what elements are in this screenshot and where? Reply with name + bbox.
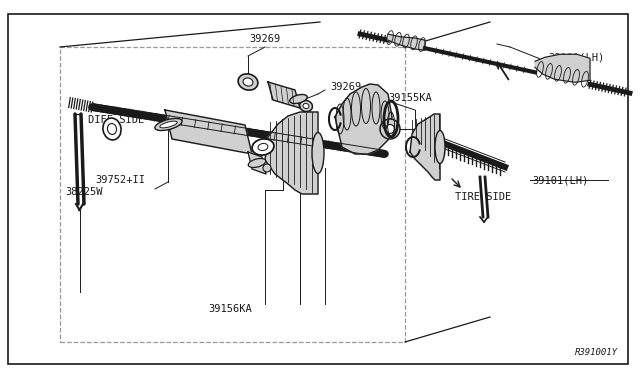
Ellipse shape [290,94,307,103]
Polygon shape [265,112,318,194]
Ellipse shape [238,74,258,90]
Polygon shape [268,82,300,108]
Ellipse shape [435,131,445,164]
Text: TIRE SIDE: TIRE SIDE [455,192,511,202]
Text: 39156KA: 39156KA [208,304,252,314]
Ellipse shape [103,118,121,140]
Ellipse shape [243,78,253,86]
Ellipse shape [263,164,271,172]
Polygon shape [335,84,392,154]
Text: 39752+II: 39752+II [95,175,145,185]
Ellipse shape [312,132,324,173]
Text: 38225W: 38225W [65,187,102,197]
Text: 39101(LH): 39101(LH) [548,52,604,62]
Bar [60,47,405,342]
Ellipse shape [380,119,400,139]
Ellipse shape [303,103,309,109]
Ellipse shape [252,139,274,155]
Ellipse shape [258,144,268,151]
Ellipse shape [300,100,312,112]
Text: 39101(LH): 39101(LH) [532,175,588,185]
Text: 39269: 39269 [330,82,361,92]
Polygon shape [388,34,425,50]
Text: DIFF SIDE: DIFF SIDE [88,115,144,125]
Polygon shape [410,114,440,180]
Ellipse shape [108,124,116,134]
Polygon shape [248,152,266,174]
Ellipse shape [155,118,182,131]
Text: R391001Y: R391001Y [575,348,618,357]
Ellipse shape [160,121,177,128]
Polygon shape [165,110,252,154]
Text: 39269: 39269 [250,34,280,44]
Polygon shape [535,54,590,82]
Ellipse shape [385,125,394,134]
Text: 39155KA: 39155KA [388,93,432,103]
Ellipse shape [248,158,266,167]
